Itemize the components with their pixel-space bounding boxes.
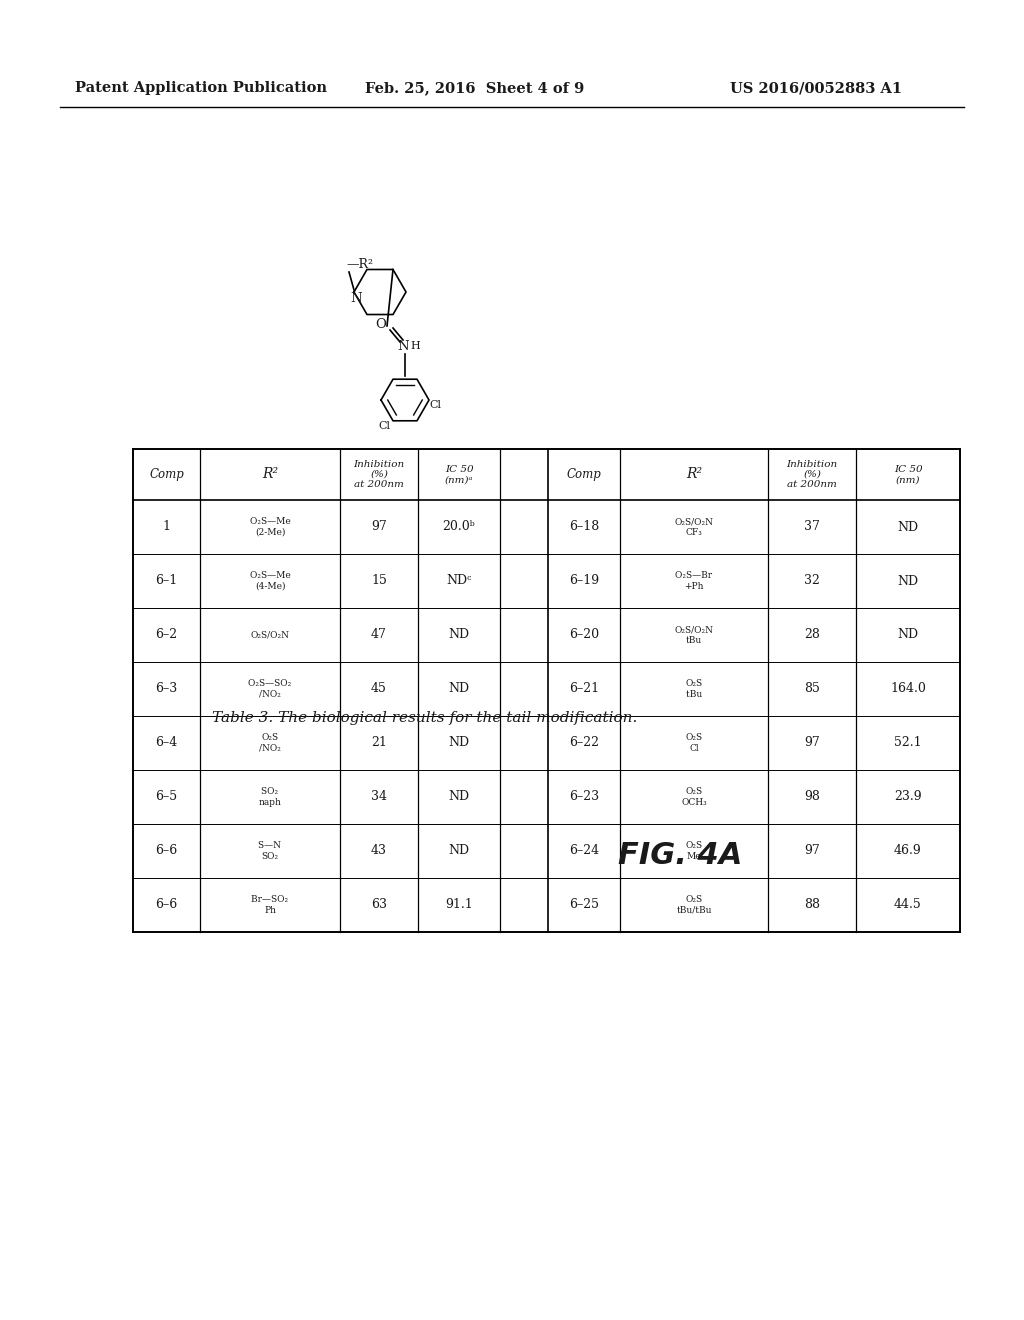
Text: 37: 37 <box>804 520 820 533</box>
Text: 6–23: 6–23 <box>569 791 599 804</box>
Text: Inhibition
(%)
at 200nm: Inhibition (%) at 200nm <box>786 459 838 490</box>
Text: 6–4: 6–4 <box>156 737 177 750</box>
Text: 88: 88 <box>804 899 820 912</box>
Text: 97: 97 <box>804 737 820 750</box>
Text: 23.9: 23.9 <box>894 791 922 804</box>
Text: 6–6: 6–6 <box>156 845 177 858</box>
Text: 97: 97 <box>371 520 387 533</box>
Text: H: H <box>411 341 420 351</box>
Text: 28: 28 <box>804 628 820 642</box>
Text: Comp: Comp <box>566 469 601 480</box>
Text: ND: ND <box>449 845 470 858</box>
Text: 6–2: 6–2 <box>156 628 177 642</box>
Text: 6–6: 6–6 <box>156 899 177 912</box>
Text: Table 3. The biological results for the tail modification.: Table 3. The biological results for the … <box>212 711 637 725</box>
Text: 32: 32 <box>804 574 820 587</box>
Text: O₂S
⁠tBu: O₂S ⁠tBu <box>685 680 702 698</box>
Text: 6–20: 6–20 <box>569 628 599 642</box>
Text: Cl: Cl <box>429 400 441 411</box>
Text: 6–19: 6–19 <box>569 574 599 587</box>
Text: O₂S/O₂N
CF₃: O₂S/O₂N CF₃ <box>675 517 714 537</box>
Text: 52.1: 52.1 <box>894 737 922 750</box>
Text: O₂S⁠—⁠SO₂
/NO₂: O₂S⁠—⁠SO₂ /NO₂ <box>249 680 292 698</box>
Text: US 2016/0052883 A1: US 2016/0052883 A1 <box>730 81 902 95</box>
Text: ND: ND <box>449 737 470 750</box>
Text: 15: 15 <box>371 574 387 587</box>
Text: 44.5: 44.5 <box>894 899 922 912</box>
Text: S⁠—⁠N
SO₂: S⁠—⁠N SO₂ <box>258 841 282 861</box>
Text: IC 50
(nm): IC 50 (nm) <box>894 465 923 484</box>
Text: 6–25: 6–25 <box>569 899 599 912</box>
Text: Feb. 25, 2016  Sheet 4 of 9: Feb. 25, 2016 Sheet 4 of 9 <box>365 81 585 95</box>
Text: O₂S/O₂N: O₂S/O₂N <box>251 631 290 639</box>
Text: 6–5: 6–5 <box>156 791 177 804</box>
Text: Patent Application Publication: Patent Application Publication <box>75 81 327 95</box>
Text: 34: 34 <box>371 791 387 804</box>
Text: O₂S⁠—⁠Me
(2-Me): O₂S⁠—⁠Me (2-Me) <box>250 517 291 537</box>
Text: 91.1: 91.1 <box>445 899 473 912</box>
Text: 46.9: 46.9 <box>894 845 922 858</box>
Text: FIG. 4A: FIG. 4A <box>617 841 742 870</box>
Text: ND: ND <box>449 791 470 804</box>
Text: O₂S⁠—⁠Me
(4-Me): O₂S⁠—⁠Me (4-Me) <box>250 572 291 591</box>
Text: IC 50
(nm)ᵃ: IC 50 (nm)ᵃ <box>444 465 473 484</box>
Text: ND: ND <box>449 628 470 642</box>
Text: Inhibition
(%)
at 200nm: Inhibition (%) at 200nm <box>353 459 404 490</box>
Text: 6–1: 6–1 <box>156 574 177 587</box>
Text: 6–21: 6–21 <box>569 682 599 696</box>
Text: ⁠SO₂
naph: ⁠SO₂ naph <box>259 787 282 807</box>
Text: O₂S
Me: O₂S Me <box>685 841 702 861</box>
Text: Comp: Comp <box>150 469 184 480</box>
Text: Cl: Cl <box>378 421 390 432</box>
Text: 20.0ᵇ: 20.0ᵇ <box>442 520 475 533</box>
Text: 6–24: 6–24 <box>569 845 599 858</box>
Text: O₂S
/NO₂: O₂S /NO₂ <box>259 734 281 752</box>
Text: O₂S
Cl: O₂S Cl <box>685 734 702 752</box>
Text: NDᶜ: NDᶜ <box>446 574 472 587</box>
Text: O₂S
OCH₃: O₂S OCH₃ <box>681 787 707 807</box>
Text: ND: ND <box>897 520 919 533</box>
Text: R²: R² <box>686 467 702 482</box>
Text: ND: ND <box>897 628 919 642</box>
Text: O₂S
tBu/tBu: O₂S tBu/tBu <box>676 895 712 915</box>
Text: 63: 63 <box>371 899 387 912</box>
Text: 164.0: 164.0 <box>890 682 926 696</box>
Text: 6–22: 6–22 <box>569 737 599 750</box>
Text: 97: 97 <box>804 845 820 858</box>
Text: B⁠r⁠—⁠SO₂
Ph: B⁠r⁠—⁠SO₂ Ph <box>252 895 289 915</box>
Text: 85: 85 <box>804 682 820 696</box>
Text: O₂S⁠—Br
+Ph: O₂S⁠—Br +Ph <box>676 572 713 591</box>
Text: 98: 98 <box>804 791 820 804</box>
Text: O: O <box>376 318 386 330</box>
Text: O₂S/O₂N
tBu: O₂S/O₂N tBu <box>675 626 714 644</box>
Text: R²: R² <box>262 467 279 482</box>
Text: 6–3: 6–3 <box>156 682 177 696</box>
Text: N: N <box>397 339 409 352</box>
Text: 1: 1 <box>163 520 171 533</box>
Text: ND: ND <box>449 682 470 696</box>
Text: N: N <box>350 292 361 305</box>
Text: 45: 45 <box>371 682 387 696</box>
Text: 6–18: 6–18 <box>569 520 599 533</box>
Text: —R²: —R² <box>346 257 373 271</box>
Text: 21: 21 <box>371 737 387 750</box>
Text: ND: ND <box>897 574 919 587</box>
Text: 43: 43 <box>371 845 387 858</box>
Text: 47: 47 <box>371 628 387 642</box>
